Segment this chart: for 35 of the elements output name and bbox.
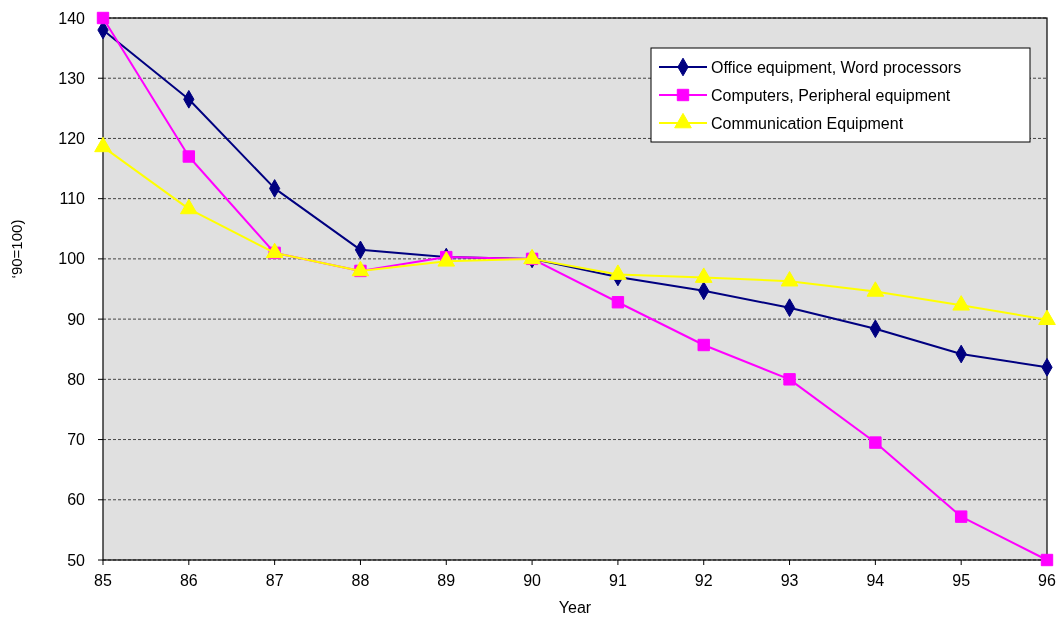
point [697,338,710,352]
y-tick-label: 80 [67,370,86,388]
x-tick-label: 90 [523,572,542,589]
x-axis-title: Year [558,599,592,616]
x-tick-label: 94 [866,572,885,589]
x-tick-label: 89 [437,572,456,589]
legend-label: Computers, Peripheral equipment [711,86,951,104]
x-tick-label: 86 [179,572,198,589]
point [611,296,625,309]
x-tick-label: 93 [780,572,799,589]
point [954,510,968,523]
x-tick-label: 96 [1038,572,1056,589]
legend-label: Office equipment, Word processors [711,58,962,76]
point [1040,553,1054,567]
y-tick-label: 140 [58,9,86,27]
point [182,150,196,163]
legend-label: Communication Equipment [711,114,904,132]
x-tick-label: 87 [265,572,284,589]
y-tick-label: 120 [58,130,86,148]
y-tick-label: 90 [67,310,86,328]
y-tick-label: 110 [59,190,86,208]
y-tick-label: 50 [67,551,86,569]
point [96,11,110,25]
x-tick-label: 88 [351,572,370,589]
x-tick-label: 92 [694,572,713,589]
y-tick-label: 60 [67,491,86,509]
y-axis-title: ‘90=100) [8,219,25,279]
point [783,373,796,386]
x-tick-label: 95 [952,572,971,589]
y-tick-label: 130 [58,69,86,87]
x-tick-label: 91 [609,572,627,589]
y-tick-label: 100 [58,250,86,268]
point [869,436,882,449]
y-tick-label: 70 [67,431,86,449]
x-tick-label: 85 [94,572,112,589]
